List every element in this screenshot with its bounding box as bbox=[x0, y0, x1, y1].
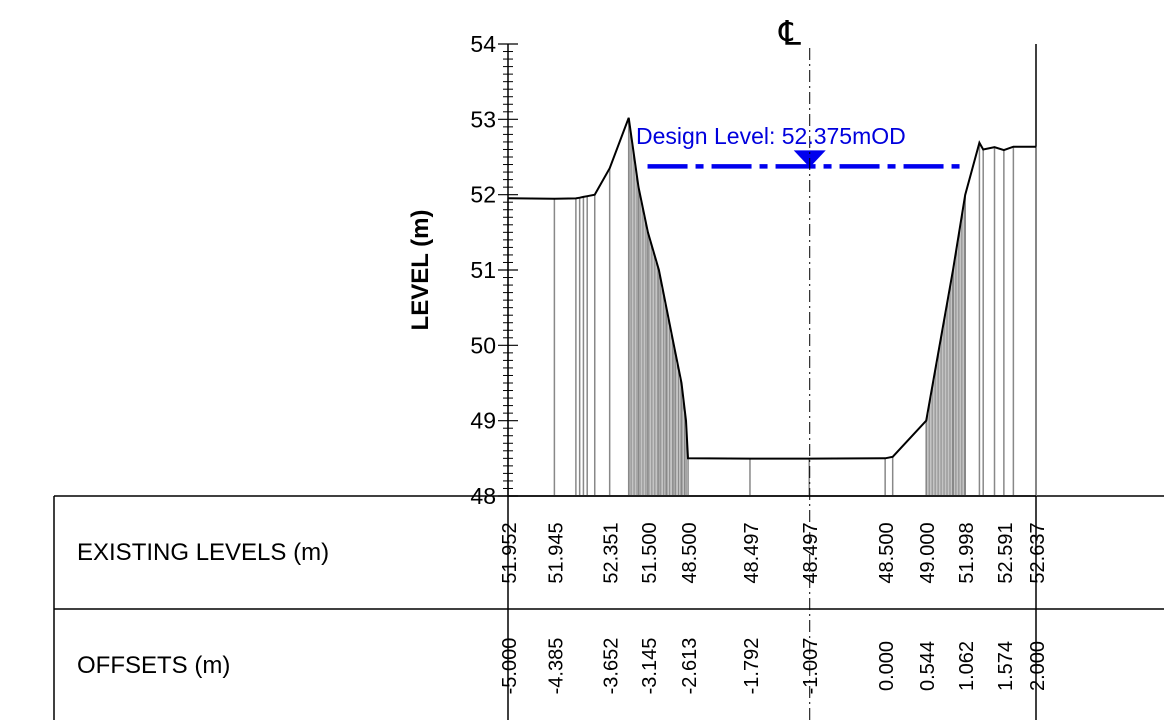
y-axis-title: LEVEL (m) bbox=[407, 210, 434, 331]
offset-value: -3.652 bbox=[601, 638, 623, 695]
offsets-row-label: OFFSETS (m) bbox=[77, 652, 230, 679]
existing-level-value: 48.497 bbox=[800, 522, 822, 583]
y-tick-label: 51 bbox=[470, 257, 496, 283]
existing-level-value: 48.500 bbox=[876, 522, 898, 583]
y-tick-label: 53 bbox=[470, 106, 496, 132]
ground-line bbox=[507, 117, 1036, 460]
existing-level-value: 49.000 bbox=[917, 522, 939, 583]
level-axis: 48 49 50 51 52 53 54 bbox=[470, 31, 1036, 509]
offset-value: -5.000 bbox=[499, 638, 521, 695]
offset-value: 0.000 bbox=[876, 641, 898, 691]
existing-level-value: 52.591 bbox=[995, 522, 1017, 583]
y-tick-label: 49 bbox=[470, 408, 496, 434]
existing-level-value: 48.497 bbox=[741, 522, 763, 583]
y-tick-label: 50 bbox=[470, 332, 496, 358]
design-level-label: Design Level: 52.375mOD bbox=[636, 123, 906, 149]
centerline-symbol: ℄ bbox=[778, 15, 801, 53]
y-tick-label: 48 bbox=[470, 483, 496, 509]
existing-level-value: 48.500 bbox=[679, 522, 701, 583]
existing-levels-row-label: EXISTING LEVELS (m) bbox=[77, 539, 329, 566]
existing-level-value: 51.945 bbox=[545, 522, 567, 583]
offset-value: -3.145 bbox=[639, 638, 661, 695]
offset-value: -2.613 bbox=[679, 638, 701, 695]
offset-value: 1.574 bbox=[995, 641, 1017, 691]
existing-level-value: 52.351 bbox=[601, 522, 623, 583]
y-tick-label: 52 bbox=[470, 182, 496, 208]
offset-value: -1.007 bbox=[800, 638, 822, 695]
existing-level-value: 51.500 bbox=[639, 522, 661, 583]
ground-profile bbox=[507, 117, 1036, 460]
existing-level-value: 51.998 bbox=[956, 522, 978, 583]
offset-value: 1.062 bbox=[956, 641, 978, 691]
offset-value: -1.792 bbox=[741, 638, 763, 695]
existing-level-value: 51.952 bbox=[499, 522, 521, 583]
offset-value: 0.544 bbox=[917, 641, 939, 691]
offset-value: -4.385 bbox=[545, 638, 567, 695]
offset-value: 2.000 bbox=[1027, 641, 1049, 691]
ground-hatching bbox=[507, 117, 1037, 496]
y-tick-label: 54 bbox=[470, 31, 496, 57]
design-level bbox=[647, 150, 961, 169]
table-values: 51.952 -5.000 51.945 -4.385 52.351 -3.652 51.5… bbox=[499, 522, 1049, 694]
existing-level-value: 52.637 bbox=[1027, 522, 1049, 583]
